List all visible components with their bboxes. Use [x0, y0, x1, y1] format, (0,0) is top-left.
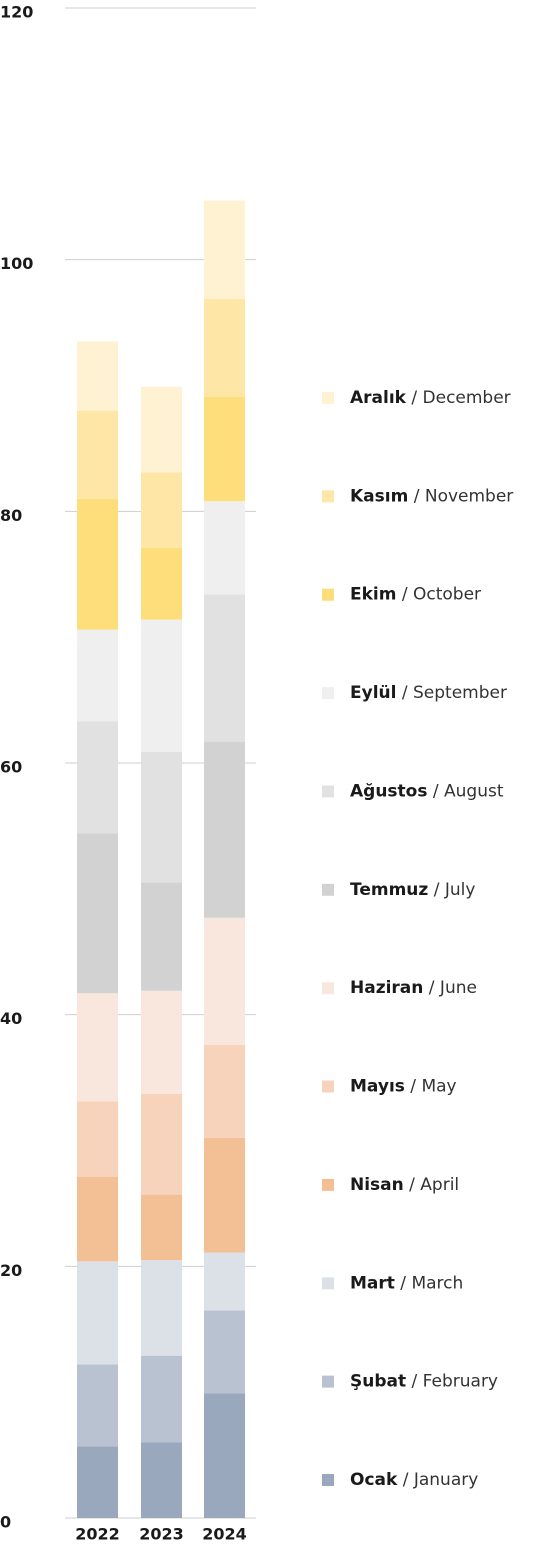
bar-segment	[141, 990, 182, 1094]
bar-segment	[204, 1044, 245, 1138]
bar-segment	[141, 1260, 182, 1356]
bar-segment	[204, 1252, 245, 1311]
legend-swatch	[322, 1277, 334, 1290]
legend-label: Ekim / October	[350, 585, 481, 605]
bar-segment	[77, 410, 118, 499]
legend-label: Ağustos / August	[350, 781, 504, 801]
legend-swatch	[322, 883, 334, 896]
legend-label: Nisan / April	[350, 1175, 459, 1195]
bar-segment	[77, 721, 118, 834]
x-tick-label: 2023	[139, 1525, 184, 1544]
legend-swatch	[322, 1178, 334, 1191]
x-tick-label: 2024	[202, 1525, 247, 1544]
legend-swatch	[322, 687, 334, 700]
bar-segment	[77, 1261, 118, 1365]
bar-segment	[141, 1194, 182, 1261]
bar-segment	[204, 298, 245, 397]
y-tick-label: 80	[0, 506, 22, 525]
bar-segment	[77, 993, 118, 1102]
bar-segment	[77, 498, 118, 630]
bar-segment	[77, 1176, 118, 1262]
legend-swatch	[322, 1474, 334, 1486]
y-tick-label: 60	[0, 758, 22, 777]
legend-swatch	[322, 982, 334, 995]
bar-segment	[141, 1355, 182, 1443]
bar-segment	[141, 1093, 182, 1195]
y-tick-label: 40	[0, 1009, 22, 1028]
bar-segment	[204, 594, 245, 742]
bar-segment	[77, 341, 118, 411]
y-tick-label: 20	[0, 1261, 22, 1280]
bar-segment	[204, 396, 245, 502]
bar-segment	[204, 1137, 245, 1253]
legend-swatch	[322, 1375, 334, 1388]
bar-segment	[77, 1101, 118, 1177]
bar-segment	[204, 741, 245, 918]
bar-segment	[141, 472, 182, 548]
bar-segment	[141, 1442, 182, 1518]
bar-segment	[204, 1393, 245, 1518]
bar-segment	[204, 501, 245, 595]
legend-swatch	[322, 1080, 334, 1093]
legend-swatch	[322, 785, 334, 798]
bar-segment	[77, 1446, 118, 1518]
bar-segment	[141, 751, 182, 883]
legend-label: Şubat / February	[350, 1372, 498, 1392]
legend-label: Mart / March	[350, 1273, 463, 1293]
legend-label: Haziran / June	[350, 978, 477, 998]
x-tick-label: 2022	[75, 1525, 120, 1544]
bar-segment	[204, 200, 245, 299]
bar-segment	[204, 1310, 245, 1394]
y-tick-label: 120	[0, 3, 33, 22]
bar-segment	[77, 629, 118, 722]
bar-segment	[141, 386, 182, 473]
legend-swatch	[322, 490, 334, 503]
bar-segment	[204, 917, 245, 1045]
y-tick-label: 100	[0, 254, 33, 273]
legend-label: Ocak / January	[350, 1470, 478, 1490]
legend-swatch	[322, 392, 334, 404]
legend-label: Mayıs / May	[350, 1077, 457, 1097]
legend-label: Eylül / September	[350, 683, 507, 703]
legend-label: Aralık / December	[350, 388, 511, 408]
bar-segment	[141, 547, 182, 620]
bar-segment	[77, 833, 118, 994]
legend-label: Temmuz / July	[350, 880, 475, 900]
legend-swatch	[322, 588, 334, 601]
bar-segment	[77, 1364, 118, 1447]
bar-segment	[141, 619, 182, 752]
legend-label: Kasım / November	[350, 486, 513, 506]
y-tick-label: 0	[0, 1513, 11, 1532]
bar-segment	[141, 882, 182, 991]
